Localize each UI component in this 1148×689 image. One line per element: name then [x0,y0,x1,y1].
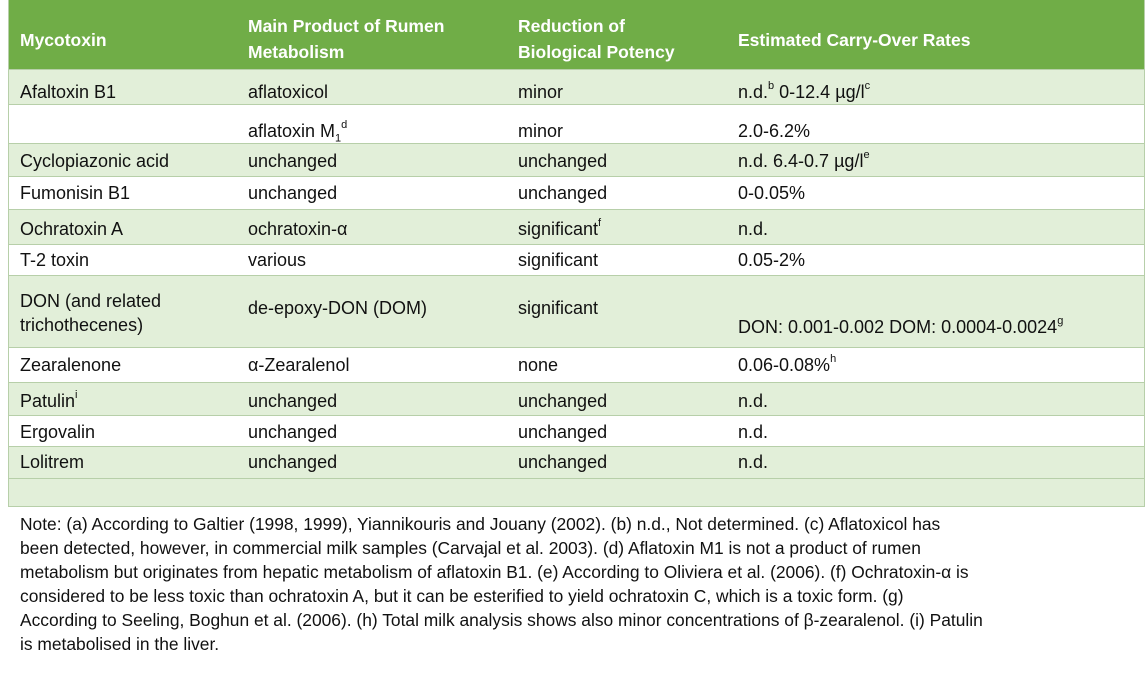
cell-product: unchanged [248,452,338,472]
rate-part: n.d. [738,82,769,102]
cell-mycotoxin: Ergovalin [20,422,96,442]
header-main-product-line2: Metabolism [248,42,345,62]
cell-rate: n.d.b 0-12.4 µg/lc [738,80,870,104]
cell-mycotoxin-line2: trichothecenes) [20,315,144,335]
mycotoxin-text: Patulin [20,391,76,411]
footnote-marker: g [1057,315,1064,327]
header-carry-over: Estimated Carry-Over Rates [738,30,971,50]
cell-reduction: significant [518,250,599,270]
cell-product: aflatoxicol [248,82,329,102]
table-row: Ergovalin unchanged unchanged n.d. [9,415,1144,446]
cell-rate: n.d. 6.4-0.7 µg/le [738,149,870,173]
footnote-marker: i [75,389,78,401]
table-row: T-2 toxin various significant 0.05-2% [9,244,1144,275]
table-row: Cyclopiazonic acid unchanged unchanged n… [9,143,1144,176]
cell-product: unchanged [248,422,338,442]
rate-text: 0.06-0.08% [738,355,831,375]
footnote-marker: d [341,119,348,131]
cell-reduction: unchanged [518,151,608,171]
table-footnote: Note: (a) According to Galtier (1998, 19… [20,512,1135,656]
note-line: is metabolised in the liver. [20,634,220,654]
rate-part: 0-12.4 µg/l [774,82,865,102]
cell-rate: n.d. [738,422,769,442]
note-line: been detected, however, in commercial mi… [20,538,921,558]
cell-rate: 2.0-6.2% [738,121,811,141]
cell-reduction: unchanged [518,452,608,472]
cell-product: various [248,250,307,270]
cell-reduction: none [518,355,559,375]
footnote-marker: b [768,80,775,92]
header-reduction-line1: Reduction of [518,16,625,36]
cell-mycotoxin: Ochratoxin A [20,219,124,239]
cell-reduction: significant [518,298,599,318]
subscript: 1 [335,132,342,145]
cell-product: unchanged [248,151,338,171]
cell-reduction: minor [518,121,564,141]
cell-mycotoxin: Patulini [20,389,78,413]
note-line: Note: (a) According to Galtier (1998, 19… [20,514,941,534]
cell-mycotoxin: Cyclopiazonic acid [20,151,170,171]
table-row: Afaltoxin B1 aflatoxicol minor n.d.b 0-1… [9,69,1144,104]
table-row: Zearalenone α-Zearalenol none 0.06-0.08%… [9,347,1144,382]
cell-product: α-Zearalenol [248,355,350,375]
cell-reduction: unchanged [518,183,608,203]
cell-product: de-epoxy-DON (DOM) [248,298,428,318]
table-row: Lolitrem unchanged unchanged n.d. [9,446,1144,478]
table-row: DON (and related trichothecenes) de-epox… [9,275,1144,347]
cell-reduction: unchanged [518,422,608,442]
cell-rate: 0-0.05% [738,183,806,203]
cell-reduction: unchanged [518,391,608,411]
product-text: aflatoxin M [248,121,336,141]
cell-product: aflatoxin M1d [248,119,348,145]
cell-product: unchanged [248,183,338,203]
footnote-marker: e [863,149,870,161]
cell-mycotoxin: Fumonisin B1 [20,183,131,203]
note-line: metabolism but originates from hepatic m… [20,562,969,582]
cell-rate: n.d. [738,391,769,411]
cell-mycotoxin: Lolitrem [20,452,85,472]
table-header: Mycotoxin Main Product of Rumen Metaboli… [9,0,1144,69]
table-row: Fumonisin B1 unchanged unchanged 0-0.05% [9,176,1144,209]
note-line: considered to be less toxic than ochrato… [20,586,904,606]
note-line: According to Seeling, Boghun et al. (200… [20,610,983,630]
cell-mycotoxin-line1: DON (and related [20,291,162,311]
cell-rate: DON: 0.001-0.002 DOM: 0.0004-0.0024g [738,315,1063,339]
footnote-marker: h [830,353,837,365]
table-row: aflatoxin M1d minor 2.0-6.2% [9,104,1144,145]
cell-reduction: minor [518,82,564,102]
rate-text: DON: 0.001-0.002 DOM: 0.0004-0.0024 [738,317,1058,337]
cell-rate: 0.05-2% [738,250,806,270]
mycotoxin-table: Mycotoxin Main Product of Rumen Metaboli… [8,0,1145,507]
reduction-text: significant [518,219,599,239]
cell-product: unchanged [248,391,338,411]
empty-table-row [9,478,1144,506]
header-mycotoxin: Mycotoxin [20,30,107,50]
table-row: Patulini unchanged unchanged n.d. [9,382,1144,415]
cell-mycotoxin: Afaltoxin B1 [20,82,117,102]
header-reduction-line2: Biological Potency [518,42,675,62]
footnote-marker: c [864,80,871,92]
cell-rate: 0.06-0.08%h [738,353,836,377]
cell-mycotoxin: T-2 toxin [20,250,90,270]
table-row: Ochratoxin A ochratoxin-α significantf n… [9,209,1144,244]
footnote-marker: f [598,217,602,229]
cell-rate: n.d. [738,219,769,239]
cell-reduction: significantf [518,217,601,241]
cell-product: ochratoxin-α [248,219,348,239]
header-main-product-line1: Main Product of Rumen [248,16,445,36]
cell-rate: n.d. [738,452,769,472]
rate-text: n.d. 6.4-0.7 µg/l [738,151,864,171]
cell-mycotoxin: Zearalenone [20,355,122,375]
